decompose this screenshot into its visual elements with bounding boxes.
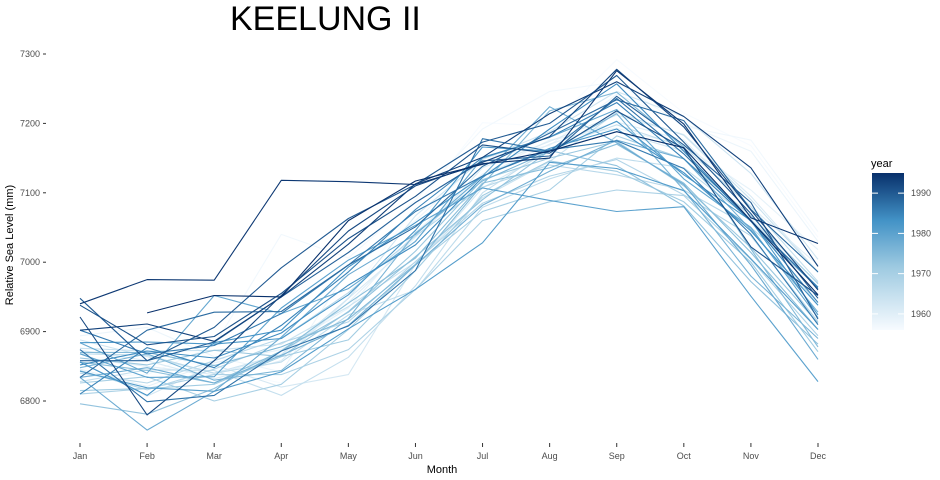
series-line-1964	[79, 111, 819, 352]
series-line-1995	[146, 131, 819, 314]
legend-colorbar	[872, 173, 904, 330]
legend-ticks: 1960 1970 1980 1990	[872, 188, 931, 319]
y-tick-label: 7000	[20, 257, 40, 267]
legend-tick-label: 1980	[911, 228, 931, 238]
x-tick-label: Jun	[408, 451, 423, 461]
x-tick-label: Mar	[206, 451, 222, 461]
x-tick-label: Sep	[609, 451, 625, 461]
x-tick-label: May	[340, 451, 358, 461]
x-tick-label: Nov	[743, 451, 760, 461]
chart-title: KEELUNG II	[230, 0, 421, 38]
legend-tick-label: 1960	[911, 309, 931, 319]
x-tick-label: Apr	[274, 451, 288, 461]
y-tick-label: 6900	[20, 327, 40, 337]
series-line-1979	[79, 108, 819, 374]
x-tick-label: Oct	[677, 451, 692, 461]
x-tick-label: Dec	[810, 451, 827, 461]
series-line-1983	[79, 128, 819, 396]
series-line-1973	[79, 149, 819, 415]
series-line-1990	[79, 74, 819, 362]
series-line-1980	[79, 187, 819, 382]
series-line-1985	[79, 102, 819, 395]
x-tick-label: Jul	[477, 451, 489, 461]
series-line-1993	[79, 81, 819, 342]
series-line-1971	[79, 160, 819, 392]
y-axis-title: Relative Sea Level (mm)	[4, 185, 16, 305]
legend-title: year	[871, 158, 893, 170]
x-axis-title: Month	[427, 464, 458, 476]
y-tick-label: 6800	[20, 396, 40, 406]
series-lines	[79, 59, 819, 431]
series-line-1986	[79, 140, 819, 355]
series-line-1959	[79, 127, 819, 387]
y-tick-label: 7100	[20, 188, 40, 198]
series-line-1984	[79, 83, 819, 366]
x-tick-label: Jan	[73, 451, 88, 461]
x-tick-label: Feb	[139, 451, 155, 461]
y-tick-label: 7300	[20, 49, 40, 59]
series-line-1962	[79, 131, 819, 397]
series-line-1994	[79, 70, 819, 305]
series-line-1988	[79, 99, 819, 378]
series-line-1977	[79, 139, 819, 384]
legend: year 1960 1970 1980 1990	[871, 158, 931, 330]
series-line-1972	[79, 140, 819, 366]
x-tick-label: Aug	[542, 451, 558, 461]
y-axis: 6800 6900 7000 7100 7200 7300	[20, 49, 46, 406]
legend-tick-label: 1990	[911, 188, 931, 198]
x-axis: Jan Feb Mar Apr May Jun Jul Aug Sep Oct Nov Dec	[73, 443, 827, 461]
y-tick-label: 7200	[20, 118, 40, 128]
series-line-1976	[79, 113, 819, 381]
legend-tick-label: 1970	[911, 269, 931, 279]
series-line-1981	[79, 161, 819, 392]
